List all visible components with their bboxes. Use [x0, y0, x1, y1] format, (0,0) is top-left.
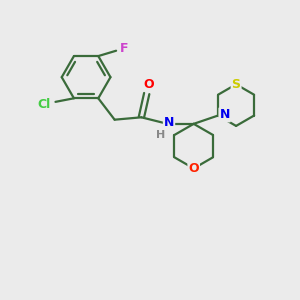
Text: S: S [232, 78, 241, 91]
Text: H: H [156, 130, 166, 140]
Text: O: O [188, 162, 199, 175]
Text: F: F [120, 42, 129, 55]
Text: O: O [143, 77, 154, 91]
Text: N: N [219, 108, 230, 122]
Text: N: N [164, 116, 174, 129]
Text: Cl: Cl [38, 98, 51, 111]
